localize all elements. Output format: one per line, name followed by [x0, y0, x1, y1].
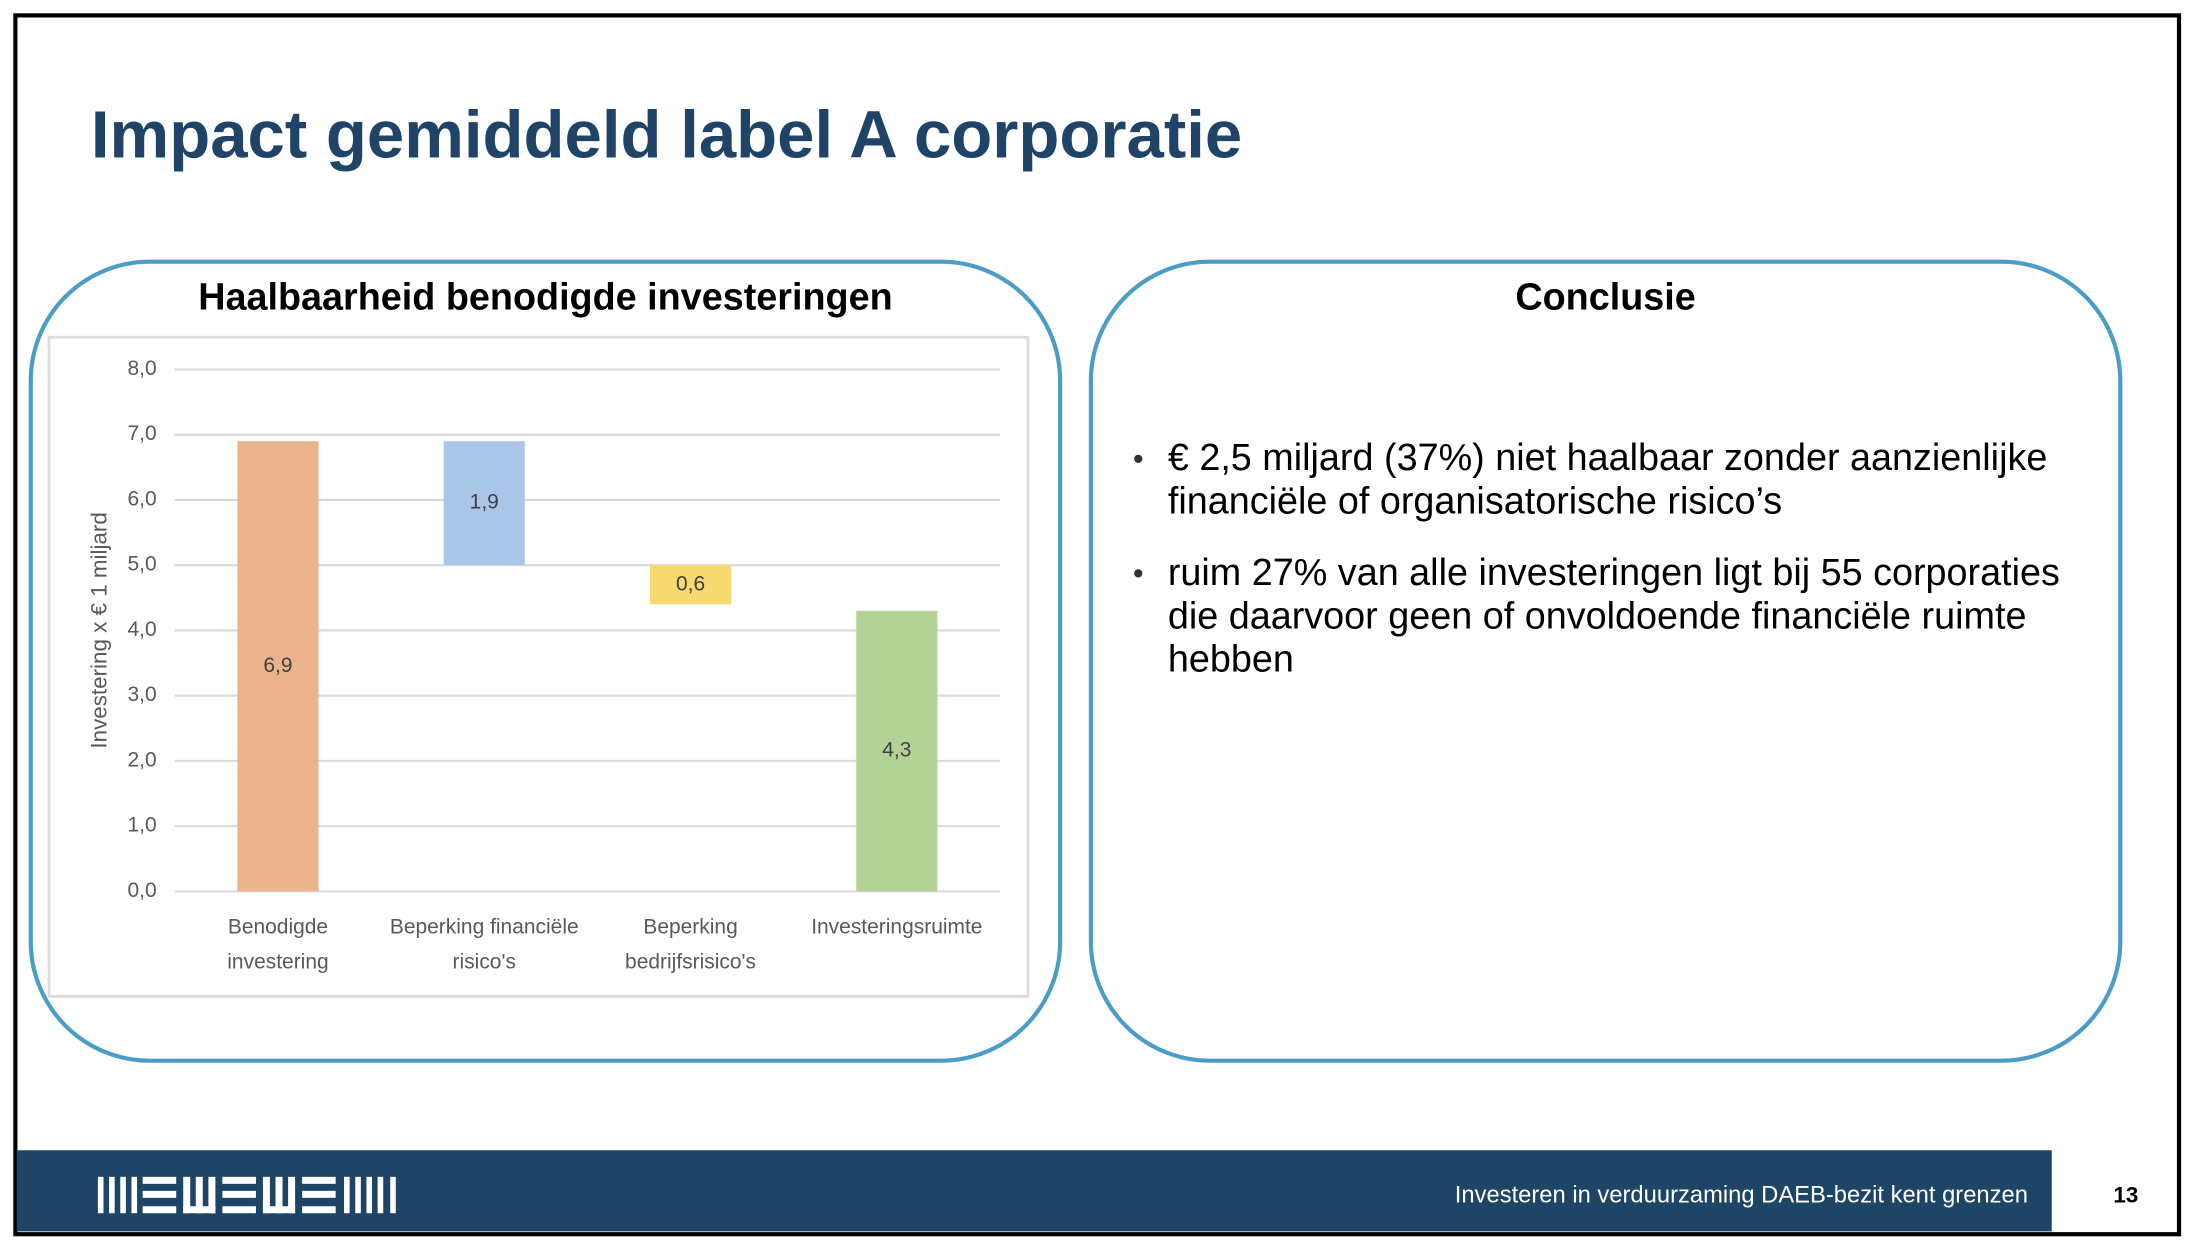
panel-title: Haalbaarheid benodigde investeringen	[198, 276, 892, 318]
data-label: 0,6	[676, 572, 705, 595]
x-tick-label: Beperking	[643, 915, 737, 938]
bullet: € 2,5 miljard (37%) niet haalbaar zonder…	[1130, 437, 2081, 524]
bullet: ruim 27% van alle investeringen ligt bij…	[1130, 551, 2081, 681]
x-tick-label: Investeringsruimte	[811, 915, 982, 938]
y-tick-label: 8,0	[127, 357, 156, 380]
y-tick-label: 0,0	[127, 879, 156, 902]
footer-text: Investeren in verduurzaming DAEB-bezit k…	[1455, 1182, 2028, 1209]
y-axis-label: Investering x € 1 miljard	[87, 512, 112, 748]
x-tick-label: Beperking financiële	[390, 915, 579, 938]
bar	[856, 610, 938, 892]
y-tick-label: 4,0	[127, 618, 156, 641]
x-tick-label: risico's	[453, 950, 516, 973]
y-tick-label: 1,0	[127, 814, 156, 837]
x-tick-label: bedrijfsrisico's	[625, 950, 756, 973]
x-tick-label: investering	[227, 950, 328, 973]
left-panel	[28, 259, 1063, 1063]
bar	[237, 441, 319, 892]
slide-title: Impact gemiddeld label A corporatie	[91, 98, 1242, 173]
x-tick-label: Benodigde	[228, 915, 328, 938]
y-tick-label: 2,0	[127, 748, 156, 771]
y-tick-label: 6,0	[127, 487, 156, 510]
y-tick-label: 3,0	[127, 683, 156, 706]
panel-title: Conclusie	[1515, 276, 1695, 318]
data-label: 4,3	[882, 739, 911, 762]
data-label: 6,9	[263, 654, 292, 677]
chart: 0,0 1,0 2,0 3,0 4,0 5,0 6,0 7,0 8,0 Investering x…	[87, 357, 1000, 973]
logo	[97, 1176, 396, 1214]
data-label: 1,9	[470, 491, 499, 514]
y-tick-label: 5,0	[127, 553, 156, 576]
bar	[649, 565, 732, 605]
bullet-list: € 2,5 miljard (37%) niet haalbaar zonder…	[1130, 437, 2081, 710]
bar	[443, 441, 525, 566]
y-tick-label: 7,0	[127, 422, 156, 445]
right-panel	[1088, 259, 2123, 1063]
page-number: 13	[2113, 1182, 2138, 1207]
